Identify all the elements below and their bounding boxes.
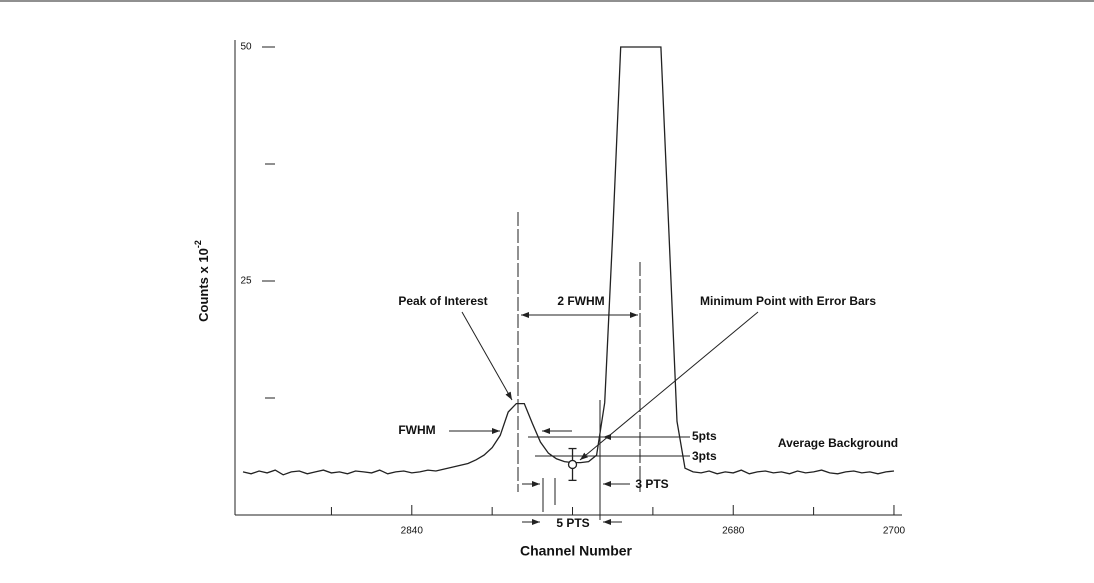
annotation: 3pts — [692, 449, 717, 463]
annotation: Peak of Interest — [398, 294, 487, 308]
y-tick-label: 50 — [240, 42, 252, 53]
minimum-point — [567, 459, 578, 470]
annotation-arrow — [579, 311, 759, 461]
x-tick-label: 2680 — [722, 526, 745, 537]
annotation: Average Background — [778, 436, 898, 450]
y-axis-label-exponent: -2 — [193, 240, 203, 248]
x-tick-label: 2840 — [401, 526, 424, 537]
annotations: Peak of Interest 2 FWHM Minimum Point wi… — [398, 212, 898, 530]
annotation: 5pts — [692, 429, 717, 443]
y-tick-label: 25 — [240, 276, 252, 287]
axes — [234, 40, 902, 516]
annotation-arrow — [461, 311, 513, 401]
annotation: 2 FWHM — [557, 294, 604, 308]
y-axis-label: Counts x 10-2 — [193, 240, 211, 322]
y-axis-label-text: Counts x 10 — [196, 248, 211, 322]
x-tick-label: 2700 — [883, 526, 906, 537]
annotation: 3 PTS — [635, 477, 668, 491]
annotation: 5 PTS — [556, 516, 589, 530]
annotation: Minimum Point with Error Bars — [700, 294, 876, 308]
spectrum-line — [242, 46, 895, 476]
x-axis-label: Channel Number — [520, 543, 633, 559]
annotation: FWHM — [398, 423, 435, 437]
